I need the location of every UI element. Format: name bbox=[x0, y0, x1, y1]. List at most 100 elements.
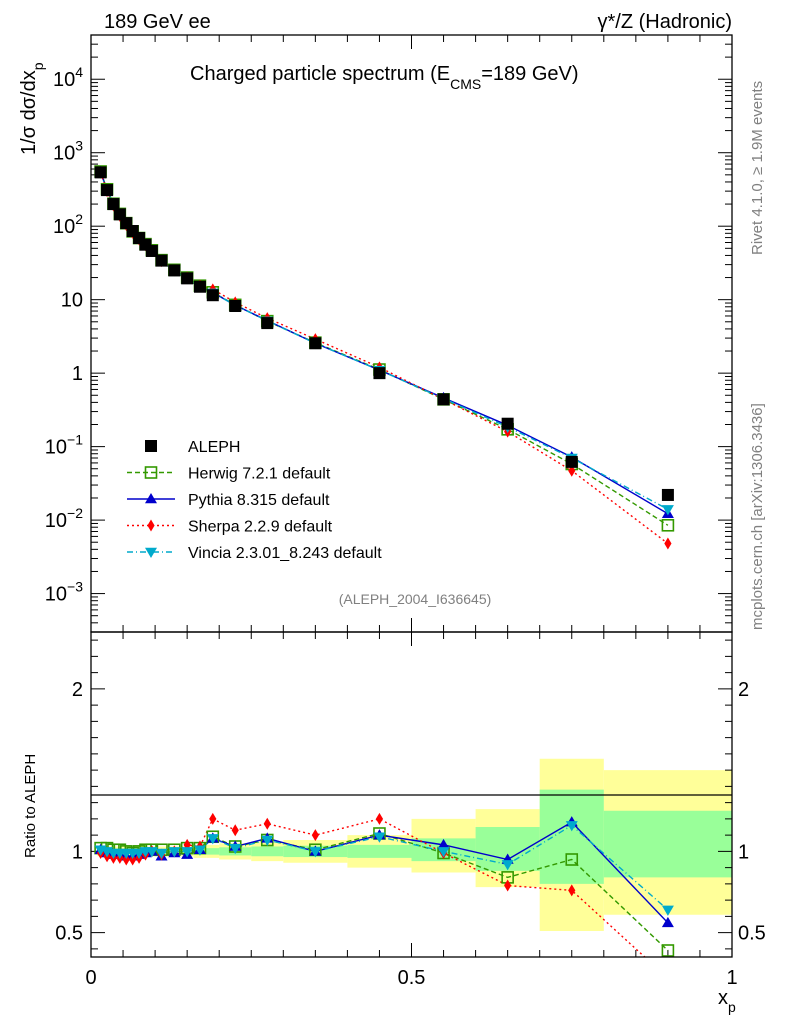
legend-pythia-label: Pythia 8.315 default bbox=[188, 492, 330, 509]
sherpa-ratio-point bbox=[129, 853, 137, 866]
legend-aleph-marker bbox=[145, 440, 157, 452]
aleph-main-point bbox=[181, 272, 194, 285]
sherpa-main-line bbox=[99, 172, 669, 545]
y-tick-exp: 3 bbox=[75, 138, 83, 154]
vincia-main-point bbox=[661, 505, 674, 516]
y-tick-label: 10−1 bbox=[45, 432, 83, 459]
ratio-band-green bbox=[251, 846, 284, 857]
aleph-main-point bbox=[501, 417, 514, 430]
herwig-main-point bbox=[661, 518, 675, 532]
aleph-main-point bbox=[101, 184, 114, 197]
legend-aleph-label: ALEPH bbox=[188, 439, 240, 456]
ratio-band-green bbox=[347, 844, 412, 858]
sherpa-ratio-point bbox=[504, 879, 512, 892]
y-tick-exp: −1 bbox=[67, 432, 83, 448]
aleph-main-point bbox=[565, 455, 578, 468]
y-tick-label: 10−3 bbox=[45, 579, 83, 606]
y-tick-base: 10 bbox=[53, 216, 75, 238]
ratio-band-green bbox=[206, 848, 220, 855]
y-tick-exp: −3 bbox=[67, 579, 83, 595]
y-axis-label: 1/σ dσ/dxp bbox=[18, 62, 46, 155]
vincia-ratio-point bbox=[229, 843, 242, 855]
header-left: 189 GeV ee bbox=[104, 11, 211, 33]
legend-herwig-marker bbox=[144, 466, 158, 479]
vincia-ratio-point bbox=[193, 845, 206, 856]
legend-pythia-marker bbox=[145, 493, 157, 504]
legend-sherpa-label: Sherpa 2.2.9 default bbox=[188, 519, 333, 536]
y-tick-base: 10 bbox=[53, 143, 75, 165]
vincia-ratio-point bbox=[181, 847, 194, 858]
sherpa-ratio-point bbox=[375, 812, 384, 825]
aleph-main-point bbox=[206, 289, 219, 302]
y-tick-exp: 2 bbox=[75, 211, 83, 227]
vincia-ratio-point bbox=[155, 848, 168, 859]
x-tick-label: 0 bbox=[85, 967, 96, 989]
y-tick-label: 1 bbox=[72, 363, 83, 385]
main-frame bbox=[90, 34, 733, 633]
y-tick-label: 102 bbox=[53, 211, 83, 238]
mcplots-label: mcplots.cern.ch [arXiv:1306.3436] bbox=[749, 403, 766, 630]
x-tick-label: 1 bbox=[726, 967, 737, 989]
y-tick-base: 10 bbox=[45, 510, 67, 532]
ratio-tick-label: 2 bbox=[72, 679, 83, 701]
vincia-ratio-point bbox=[565, 821, 578, 832]
vincia-ratio-point bbox=[501, 860, 514, 871]
aleph-main-point bbox=[229, 300, 242, 313]
y-tick-label: 103 bbox=[53, 138, 83, 165]
y-tick-exp: 4 bbox=[75, 64, 83, 80]
aleph-main-point bbox=[261, 317, 274, 330]
y-tick-label: 104 bbox=[53, 64, 83, 91]
legend-herwig-label: Herwig 7.2.1 default bbox=[188, 466, 331, 483]
aleph-main-point bbox=[155, 254, 168, 267]
ratio-tick-label-right: 2 bbox=[738, 679, 749, 701]
ratio-tick-label-right: 0.5 bbox=[738, 923, 766, 945]
sherpa-ratio-point bbox=[568, 884, 576, 897]
herwig-main-line bbox=[99, 171, 669, 526]
sherpa-ratio-point bbox=[209, 812, 217, 825]
sherpa-main-point bbox=[664, 537, 672, 550]
aleph-main-point bbox=[94, 166, 107, 179]
pythia-ratio-point bbox=[661, 916, 674, 928]
vincia-ratio-point bbox=[309, 847, 322, 858]
analysis-id: (ALEPH_2004_I636645) bbox=[339, 591, 492, 607]
pythia-main-line bbox=[99, 171, 669, 515]
legend: ALEPH Herwig 7.2.1 default Pythia 8.315 de… bbox=[127, 439, 382, 562]
legend-sherpa-marker bbox=[147, 519, 155, 532]
ratio-band-green bbox=[539, 789, 604, 884]
aleph-main-point bbox=[107, 198, 120, 211]
herwig-ratio-point bbox=[661, 944, 675, 957]
series-markers bbox=[94, 165, 675, 984]
aleph-main-point bbox=[309, 337, 322, 350]
sherpa-ratio-point bbox=[311, 829, 319, 842]
vincia-ratio-point bbox=[261, 835, 274, 846]
aleph-main-point bbox=[437, 393, 450, 406]
sherpa-ratio-point bbox=[664, 972, 671, 984]
ratio-markers bbox=[94, 812, 675, 984]
y-tick-base: 10 bbox=[53, 69, 75, 91]
aleph-main-point bbox=[145, 244, 158, 257]
x-axis-label: xp bbox=[718, 987, 736, 1015]
y-tick-exp: −2 bbox=[67, 505, 83, 521]
aleph-main-point bbox=[168, 264, 181, 277]
legend-vincia-marker bbox=[145, 547, 157, 558]
y-tick-label: 10−2 bbox=[45, 505, 83, 532]
ratio-tick-label-right: 1 bbox=[738, 841, 749, 863]
sherpa-ratio-point bbox=[122, 853, 130, 866]
vincia-ratio-point bbox=[373, 832, 386, 843]
ratio-band-green bbox=[603, 810, 732, 878]
x-tick-label: 0.5 bbox=[398, 967, 426, 989]
vincia-ratio-point bbox=[661, 905, 674, 916]
aleph-main-point bbox=[373, 367, 386, 380]
ratio-tick-label: 0.5 bbox=[55, 923, 83, 945]
vincia-ratio-point bbox=[168, 847, 181, 858]
aleph-main-point bbox=[661, 488, 674, 501]
chart-title: Charged particle spectrum (ECMS=189 GeV) bbox=[190, 63, 579, 92]
vincia-ratio-point bbox=[437, 847, 450, 858]
y-tick-label: 10 bbox=[61, 290, 83, 312]
ratio-axis-label: Ratio to ALEPH bbox=[22, 754, 39, 858]
vincia-main-line bbox=[99, 171, 669, 510]
header-right: γ*/Z (Hadronic) bbox=[598, 11, 732, 33]
y-tick-base: 10 bbox=[45, 437, 67, 459]
